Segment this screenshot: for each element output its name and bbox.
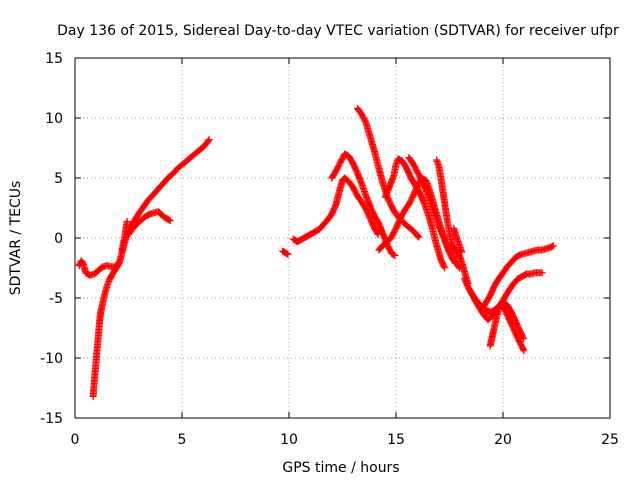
- data-point-marker: [413, 232, 421, 240]
- data-points: [75, 104, 557, 400]
- x-tick-label: 15: [387, 432, 405, 448]
- y-tick-label: -15: [40, 411, 63, 427]
- data-point-marker: [414, 232, 422, 240]
- x-tick-labels: 0 5 10 15 20 25: [71, 432, 619, 448]
- y-tick-label: 0: [54, 231, 63, 247]
- data-point-marker: [123, 218, 131, 225]
- y-tick-label: -5: [49, 291, 63, 307]
- data-point-marker: [440, 262, 448, 270]
- chart-title: Day 136 of 2015, Sidereal Day-to-day VTE…: [57, 23, 619, 39]
- data-point-marker: [166, 217, 174, 225]
- y-tick-label: 5: [54, 171, 63, 187]
- y-tick-labels: -15 -10 -5 0 5 10 15: [40, 51, 63, 427]
- data-point-marker: [391, 251, 399, 259]
- y-tick-label: 10: [45, 111, 63, 127]
- x-tick-label: 20: [494, 432, 512, 448]
- x-tick-label: 5: [178, 432, 187, 448]
- y-tick-label: 15: [45, 51, 63, 67]
- data-point-marker: [284, 250, 292, 258]
- data-point-marker: [415, 233, 423, 241]
- data-point-marker: [204, 137, 212, 145]
- data-point-marker: [458, 248, 466, 256]
- grid-lines: [75, 58, 610, 418]
- x-axis-title: GPS time / hours: [282, 460, 399, 476]
- data-point-marker: [520, 347, 528, 355]
- data-point-marker: [538, 269, 546, 277]
- y-tick-label: -10: [40, 351, 63, 367]
- y-axis-title: SDTVAR / TECUs: [8, 181, 24, 296]
- data-point-marker: [205, 136, 213, 144]
- data-point-marker: [549, 242, 557, 250]
- axis-ticks: [74, 57, 611, 419]
- data-point-marker: [441, 264, 449, 272]
- x-tick-label: 10: [280, 432, 298, 448]
- x-tick-label: 25: [601, 432, 619, 448]
- x-tick-label: 0: [71, 432, 80, 448]
